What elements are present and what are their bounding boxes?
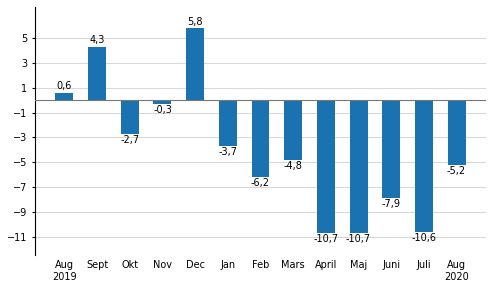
Text: -6,2: -6,2 (251, 178, 270, 188)
Bar (251, 100, 270, 177)
Bar (284, 100, 302, 160)
Text: -4,8: -4,8 (284, 161, 303, 171)
Text: -2,7: -2,7 (120, 135, 140, 145)
Bar (121, 100, 139, 134)
Bar (350, 100, 367, 233)
Bar (56, 93, 73, 100)
Bar (153, 100, 172, 104)
Text: -10,6: -10,6 (411, 233, 436, 243)
Bar (317, 100, 335, 233)
Bar (448, 100, 465, 165)
Text: -10,7: -10,7 (313, 234, 338, 244)
Text: -7,9: -7,9 (382, 199, 401, 209)
Text: -5,2: -5,2 (447, 166, 466, 176)
Text: 4,3: 4,3 (89, 36, 105, 46)
Text: 0,6: 0,6 (57, 81, 72, 92)
Text: -10,7: -10,7 (346, 234, 371, 244)
Text: 5,8: 5,8 (187, 17, 203, 27)
Bar (415, 100, 433, 232)
Bar (382, 100, 400, 198)
Text: -3,7: -3,7 (218, 147, 237, 157)
Text: -0,3: -0,3 (153, 105, 172, 115)
Bar (186, 28, 204, 100)
Bar (88, 47, 106, 100)
Bar (219, 100, 237, 146)
